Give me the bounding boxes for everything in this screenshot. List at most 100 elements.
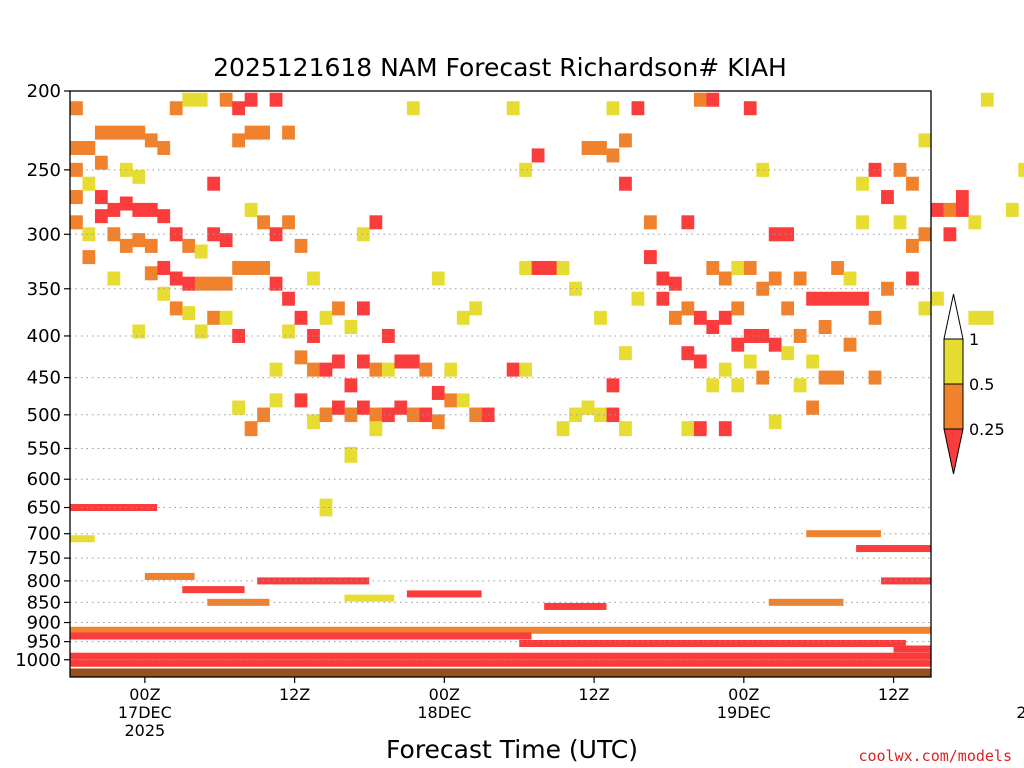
- heatmap-cell: [94, 155, 108, 170]
- heatmap-cell: [706, 378, 720, 393]
- heatmap-cell: [444, 393, 458, 408]
- heatmap-cell: [594, 310, 607, 325]
- heatmap-cell: [1018, 162, 1024, 177]
- credit-text: coolwx.com/models: [858, 747, 1012, 765]
- heatmap-cell: [843, 291, 857, 306]
- heatmap-cell: [107, 271, 121, 286]
- heatmap-cell: [357, 301, 370, 316]
- heatmap-cell: [756, 328, 770, 343]
- heatmap-cell: [831, 370, 844, 385]
- heatmap-cell: [244, 92, 258, 107]
- heatmap-cell: [82, 250, 96, 265]
- low-level-band: [856, 545, 931, 553]
- heatmap-cell: [444, 362, 458, 377]
- x-tick-label: 12Z: [279, 685, 310, 704]
- heatmap-cell: [132, 125, 146, 140]
- heatmap-cell: [506, 101, 520, 116]
- heatmap-cell: [369, 421, 383, 437]
- low-level-band: [344, 594, 395, 602]
- heatmap-cell: [856, 291, 869, 306]
- heatmap-cell: [144, 133, 158, 148]
- y-tick-label: 350: [27, 279, 61, 300]
- heatmap-cell: [843, 271, 857, 286]
- heatmap-cell: [369, 215, 383, 230]
- low-level-band: [144, 572, 195, 580]
- heatmap-cell: [818, 320, 832, 335]
- heatmap-cell: [70, 140, 83, 155]
- heatmap-cell: [756, 162, 770, 177]
- heatmap-cell: [619, 421, 632, 437]
- heatmap-cell: [656, 291, 670, 306]
- heatmap-cell: [381, 362, 395, 377]
- legend-label: 1: [969, 330, 979, 349]
- y-tick-label: 300: [27, 224, 61, 245]
- y-tick-label: 950: [27, 632, 61, 653]
- heatmap-cell: [781, 227, 795, 242]
- heatmap-cell: [169, 301, 183, 316]
- heatmap-cell: [144, 266, 158, 281]
- color-legend: 1 0.5 0.25: [943, 293, 1005, 475]
- y-tick-label: 400: [27, 326, 61, 347]
- heatmap-cell: [157, 260, 171, 275]
- heatmap-cell: [980, 92, 994, 107]
- y-tick-label: 1000: [15, 650, 61, 671]
- low-level-band: [70, 535, 95, 543]
- heatmap-cell: [406, 354, 420, 369]
- heatmap-cell: [718, 362, 732, 377]
- low-level-band: [406, 590, 482, 598]
- plot-frame: [69, 90, 932, 678]
- low-level-band: [806, 530, 881, 538]
- heatmap-cell: [344, 446, 358, 463]
- heatmap-cell: [781, 301, 795, 316]
- heatmap-cell: [718, 421, 732, 437]
- low-level-band: [70, 626, 931, 634]
- heatmap-cell: [369, 407, 383, 423]
- heatmap-cell: [194, 244, 208, 259]
- heatmap-cell: [581, 140, 595, 155]
- heatmap-cell: [194, 276, 208, 291]
- heatmap-cell: [906, 238, 919, 253]
- heatmap-cell: [606, 407, 620, 423]
- heatmap-cell: [793, 271, 807, 286]
- y-tick-label: 700: [27, 524, 61, 545]
- x-axis: 00Z17DEC202512Z00Z18DEC12Z00Z19DEC12Z00Z…: [118, 677, 1024, 740]
- heatmap-cell: [619, 346, 632, 361]
- low-level-band: [519, 639, 906, 648]
- heatmap-cell: [244, 421, 258, 437]
- y-tick-label: 900: [27, 613, 61, 634]
- heatmap-cell: [544, 260, 557, 275]
- heatmap-cell: [406, 407, 420, 423]
- heatmap-cell: [569, 407, 582, 423]
- y-tick-label: 750: [27, 548, 61, 569]
- heatmap-cell: [743, 260, 757, 275]
- heatmap-cell: [119, 125, 133, 140]
- heatmap-cell: [806, 400, 820, 415]
- x-axis-title: Forecast Time (UTC): [386, 735, 638, 764]
- heatmap-cell: [756, 281, 770, 296]
- heatmap-cell: [282, 125, 295, 140]
- heatmap-cell: [157, 140, 171, 155]
- legend-label: 0.5: [969, 375, 994, 394]
- heatmap-cell: [918, 301, 932, 316]
- heatmap-cell: [70, 215, 83, 230]
- heatmap-cell: [943, 202, 957, 217]
- heatmap-cell: [194, 324, 208, 339]
- heatmap-cell: [232, 260, 246, 275]
- legend-bin-orange: [943, 383, 964, 430]
- heatmap-cell: [232, 133, 246, 148]
- heatmap-cell: [269, 393, 283, 408]
- heatmap-cell: [793, 328, 807, 343]
- heatmap-cell: [681, 421, 695, 437]
- heatmap-cell: [619, 176, 632, 191]
- heatmap-cell: [244, 125, 258, 140]
- y-tick-label: 850: [27, 592, 61, 613]
- x-tick-label: 20DEC: [1016, 703, 1024, 722]
- heatmap-cell: [207, 176, 221, 191]
- legend-bin-yellow: [943, 338, 964, 385]
- heatmap-cell: [893, 215, 907, 230]
- heatmap-cell: [893, 162, 907, 177]
- low-level-band: [893, 645, 931, 653]
- heatmap-cell: [706, 260, 720, 275]
- low-level-band: [70, 652, 931, 660]
- heatmap-cell: [818, 291, 832, 306]
